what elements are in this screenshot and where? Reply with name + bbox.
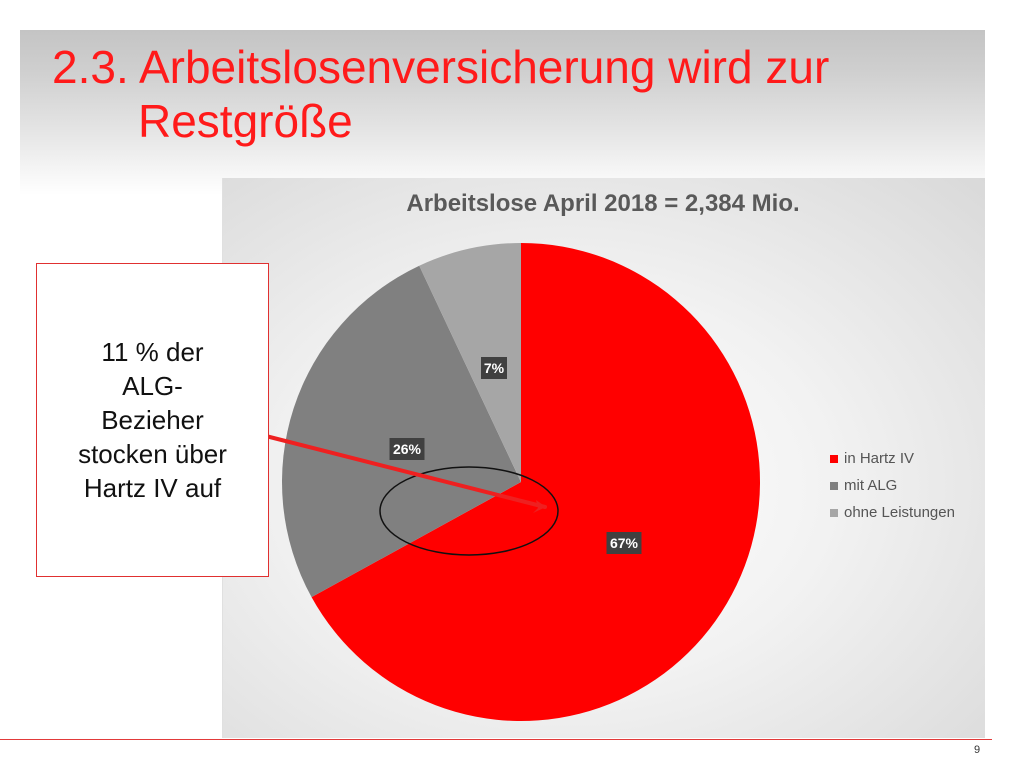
legend-label: ohne Leistungen (844, 504, 955, 521)
callout-box: 11 % der ALG- Bezieher stocken über Hart… (36, 263, 269, 577)
data-label-mit-alg: 26% (389, 438, 425, 460)
legend-swatch (830, 454, 838, 463)
callout-line: Bezieher (101, 405, 204, 435)
legend-swatch (830, 508, 838, 517)
legend-swatch (830, 481, 838, 490)
title-band (20, 30, 985, 195)
chart-legend: in Hartz IV mit ALG ohne Leistungen (830, 445, 955, 526)
highlight-ellipse (379, 466, 559, 556)
data-label-text: 67% (610, 535, 639, 551)
callout-arrow (252, 431, 547, 509)
pie-data-labels: 67% 26% 7% (389, 357, 642, 554)
callout-line: Hartz IV auf (83, 473, 222, 503)
data-label-in-hartz-iv: 67% (606, 532, 642, 554)
callout-text: 11 % der ALG- Bezieher stocken über Hart… (78, 335, 227, 505)
callout-arrow-head (533, 500, 546, 513)
page-number: 9 (974, 744, 981, 756)
data-label-text: 26% (393, 441, 422, 457)
legend-label: mit ALG (844, 477, 898, 494)
slide-title: 2.3. Arbeitslosenversicherung wird zur R… (52, 40, 952, 148)
callout-line: 11 % der (101, 337, 204, 367)
chart-title: Arbeitslose April 2018 = 2,384 Mio. (406, 190, 800, 217)
legend-item-mit-alg: mit ALG (830, 472, 955, 499)
data-label-background (481, 357, 507, 379)
legend-item-ohne-leistungen: ohne Leistungen (830, 499, 955, 526)
slide-title-line-2: Restgröße (138, 95, 353, 147)
legend-item-in-hartz-iv: in Hartz IV (830, 445, 955, 472)
slide-title-line-1: 2.3. Arbeitslosenversicherung wird zur (52, 41, 830, 93)
callout-line: ALG- (122, 371, 183, 401)
data-label-background (389, 438, 425, 460)
pie-slice-mit-alg (282, 265, 521, 598)
footer-divider (0, 739, 992, 740)
legend-label: in Hartz IV (844, 450, 915, 467)
callout-line: stocken über (78, 439, 227, 469)
data-label-ohne-leistungen: 7% (481, 357, 507, 379)
pie-slices (282, 243, 760, 721)
data-label-text: 7% (484, 360, 505, 376)
pie-slice-ohne-leistungen (419, 243, 521, 482)
data-label-background (606, 532, 642, 554)
